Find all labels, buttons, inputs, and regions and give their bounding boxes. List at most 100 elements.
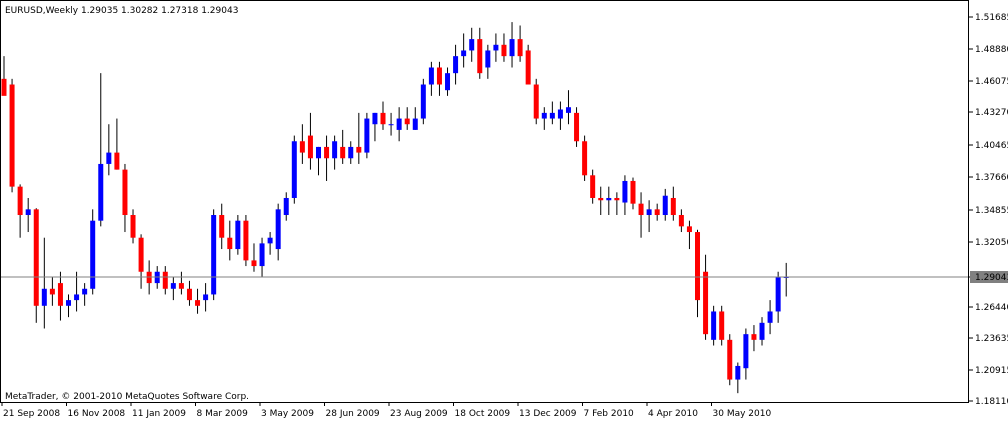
candle-body-bear	[670, 197, 676, 216]
candle	[243, 215, 249, 267]
candle	[590, 169, 596, 204]
candle	[404, 107, 410, 130]
candle-body-bear	[614, 197, 620, 201]
candle	[743, 328, 749, 380]
symbol-header: EURUSD,Weekly 1.29035 1.30282 1.27318 1.…	[5, 6, 238, 16]
candle	[170, 277, 176, 301]
candle-body-bull	[372, 112, 378, 125]
candle	[501, 33, 507, 62]
time-tick-label: 11 Jan 2009	[132, 409, 186, 419]
candle-body-bull	[461, 50, 467, 57]
candle-body-bull	[106, 152, 112, 164]
candle-body-bear	[9, 84, 15, 187]
candle	[436, 61, 442, 96]
candle	[453, 44, 459, 85]
candle	[291, 135, 297, 204]
candle-body-bear	[49, 288, 55, 295]
candle-body-bull	[445, 73, 451, 91]
candle	[106, 124, 112, 176]
candle-body-bear	[307, 135, 313, 159]
candle	[428, 61, 434, 96]
candle	[49, 277, 55, 306]
candle-body-bear	[299, 141, 305, 153]
candle	[670, 186, 676, 221]
candle	[1, 56, 7, 96]
candle-body-bull	[469, 39, 475, 51]
price-tick-label: 1.37660	[975, 173, 1008, 183]
candle	[33, 208, 39, 323]
candle-body-bear	[517, 39, 523, 57]
price-tick-label: 1.26440	[975, 303, 1008, 313]
candle-body-bear	[404, 118, 410, 125]
candle	[283, 192, 289, 221]
candle-body-bull	[332, 141, 338, 159]
candle-body-bear	[727, 339, 733, 380]
candle-body-bear	[533, 84, 539, 119]
candle-body-bull	[775, 277, 781, 312]
candle	[654, 203, 660, 221]
candle-body-bull	[485, 50, 491, 68]
candle	[751, 325, 757, 352]
candle-body-bull	[267, 237, 273, 244]
candle-body-bull	[767, 311, 773, 323]
candle-body-bear	[501, 44, 507, 57]
time-tick-label: 28 Jun 2009	[326, 409, 380, 419]
candle	[477, 27, 483, 79]
candle	[582, 135, 588, 181]
price-tick-label: 1.20915	[975, 366, 1008, 376]
candle-body-bull	[74, 294, 80, 301]
candle-body-bull	[25, 209, 31, 216]
price-tick-label: 1.23635	[975, 334, 1008, 344]
current-price-badge	[970, 271, 1008, 283]
price-tick-label: 1.18110	[975, 397, 1008, 407]
candle-body-bear	[122, 169, 128, 216]
candle-body-bull	[66, 300, 72, 306]
candle-body-bull	[211, 215, 217, 295]
candle	[574, 107, 580, 147]
time-axis: 21 Sep 2008 16 Nov 2008 11 Jan 2009 8 Mar 2…	[1, 402, 771, 419]
candle	[17, 184, 23, 238]
candle-body-bull	[170, 283, 176, 289]
candle	[267, 232, 273, 255]
time-tick-label: 13 Dec 2009	[519, 409, 577, 419]
candle	[614, 192, 620, 216]
candle-body-bull	[82, 288, 88, 295]
candle	[565, 90, 571, 125]
candle-body-bear	[703, 271, 709, 335]
candle-body-bear	[219, 215, 225, 238]
time-tick-label: 8 Mar 2009	[197, 409, 249, 419]
candle-body-bear	[525, 50, 531, 85]
candle-body-bear	[162, 271, 168, 289]
candle	[380, 101, 386, 130]
candle	[485, 44, 491, 79]
candles-layer	[1, 22, 789, 394]
candle	[324, 135, 330, 181]
candle	[138, 234, 144, 289]
candle-body-bear	[686, 226, 692, 233]
candle-body-bull	[453, 56, 459, 74]
candle-body-bull	[412, 118, 418, 130]
candle-body-bear	[324, 146, 330, 159]
candle	[759, 317, 765, 346]
candle-body-bear	[57, 283, 63, 306]
candle	[638, 192, 644, 238]
candle	[82, 283, 88, 306]
candle	[783, 262, 789, 297]
candle	[178, 271, 184, 295]
candle-body-bear	[678, 215, 684, 227]
candle	[348, 141, 354, 164]
candle-body-bear	[114, 152, 120, 170]
candle-body-bear	[17, 186, 23, 216]
candle-body-bear	[340, 146, 346, 159]
candle	[186, 280, 192, 306]
candle	[775, 271, 781, 323]
candle-body-bear	[227, 237, 233, 250]
price-axis: 1.51685 1.48880 1.46075 1.43270 1.40465 1.376…	[969, 13, 1008, 407]
candle-body-bear	[251, 260, 257, 267]
candle-body-bear	[695, 232, 701, 301]
candle-body-bull	[509, 39, 515, 57]
candle-body-bear	[243, 220, 249, 261]
candle	[622, 175, 628, 216]
candle	[203, 283, 209, 312]
price-tick-label: 1.48880	[975, 45, 1008, 55]
